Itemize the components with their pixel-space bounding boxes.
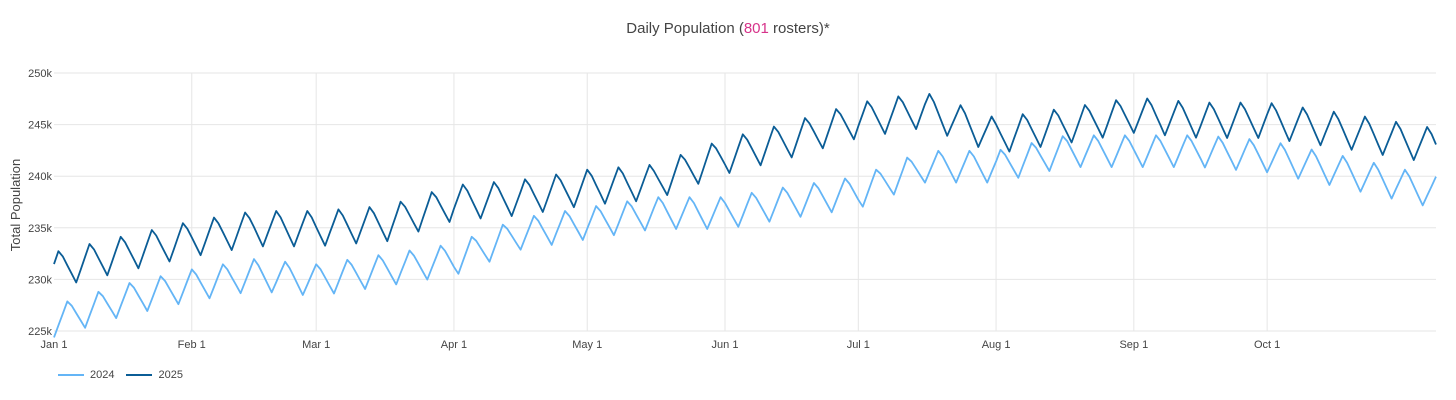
x-tick-label: Feb 1 [178, 339, 206, 351]
y-tick-label: 235k [28, 223, 52, 235]
x-tick-label: Jul 1 [847, 339, 870, 351]
x-tick-label: Sep 1 [1119, 339, 1148, 351]
legend-item-2024[interactable]: 2024 [58, 369, 114, 381]
title-suffix: rosters)* [768, 20, 830, 37]
y-tick-label: 245k [28, 120, 52, 132]
y-tick-label: 225k [28, 326, 52, 338]
legend-label-2025: 2025 [158, 369, 183, 381]
grid-lines [54, 72, 1436, 332]
y-tick-label: 240k [28, 171, 52, 183]
x-axis-ticks: Jan 1 Feb 1 Mar 1 Apr 1 May 1 Jun 1 Jul 1 Aug 1… [41, 339, 1281, 351]
legend-item-2025[interactable]: 2025 [126, 369, 183, 381]
legend-swatch-2024 [58, 374, 84, 376]
x-tick-label: Aug 1 [982, 339, 1011, 351]
y-axis-ticks: 225k 230k 235k 240k 245k 250k [28, 68, 52, 338]
y-axis-label: Total Population [8, 159, 23, 252]
y-tick-label: 250k [28, 68, 52, 80]
x-tick-label: Jan 1 [41, 339, 68, 351]
title-prefix: Daily Population ( [626, 20, 744, 37]
series-line-2024[interactable] [53, 134, 1437, 338]
x-tick-label: Apr 1 [441, 339, 467, 351]
legend-label-2024: 2024 [90, 369, 115, 381]
chart-title: Daily Population (801 rosters)* [0, 20, 1456, 37]
series-line-2025[interactable] [53, 93, 1437, 284]
title-roster-count: 801 [743, 20, 769, 37]
legend-swatch-2025 [126, 374, 153, 376]
x-tick-label: May 1 [572, 339, 602, 351]
x-tick-label: Mar 1 [302, 339, 330, 351]
legend[interactable]: 2024 2025 [58, 369, 183, 381]
y-tick-label: 230k [28, 274, 52, 286]
x-tick-label: Oct 1 [1254, 339, 1280, 351]
x-tick-label: Jun 1 [712, 339, 739, 351]
series-lines [53, 93, 1437, 338]
